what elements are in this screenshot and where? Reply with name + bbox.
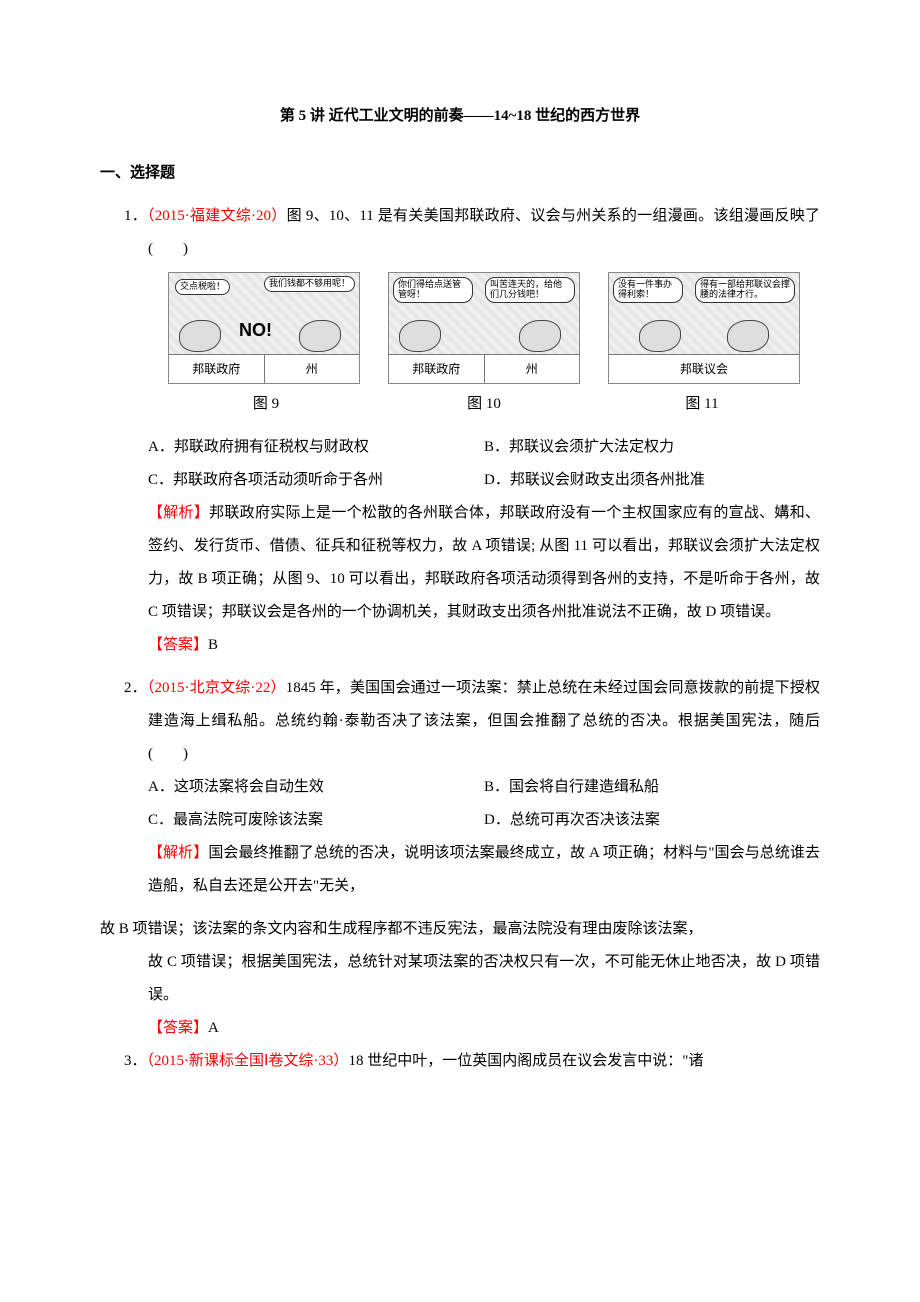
caption: 图 10 — [389, 388, 579, 421]
q3-number: 3． — [124, 1053, 147, 1069]
answer-label: 【答案】 — [148, 637, 208, 653]
question-1: 1．（2015·福建文综·20）图 9、10、11 是有关美国邦联政府、议会与州… — [100, 200, 820, 662]
bubble: 我们钱都不够用呢！ — [264, 276, 355, 292]
panel-label: 邦联政府 — [169, 355, 265, 383]
comic-row: 交点税啦！ 我们钱都不够用呢！ NO! 邦联政府 州 你们得给点送管管呀！ 叫苦… — [100, 272, 820, 384]
bubble: 没有一件事办得利索！ — [613, 277, 683, 303]
bubble: 得有一部给邦联议会撑腰的法律才行。 — [695, 277, 795, 303]
q2-explain-rest: 故 C 项错误；根据美国宪法，总统针对某项法案的否决权只有一次，不可能无休止地否… — [100, 946, 820, 1012]
caption-row: 图 9 图 10 图 11 — [100, 388, 820, 421]
q1-option-a: A．邦联政府拥有征税权与财政权 — [148, 431, 484, 464]
q1-option-d: D．邦联议会财政支出须各州批准 — [484, 464, 820, 497]
comic-panel-11: 没有一件事办得利索！ 得有一部给邦联议会撑腰的法律才行。 邦联议会 — [608, 272, 800, 384]
panel-label: 邦联政府 — [389, 355, 485, 383]
page-title: 第 5 讲 近代工业文明的前奏——14~18 世纪的西方世界 — [100, 100, 820, 133]
q2-explain1: 国会最终推翻了总统的否决，说明该项法案最终成立，故 A 项正确；材料与"国会与总… — [148, 845, 820, 894]
bubble: 你们得给点送管管呀！ — [393, 277, 473, 303]
explain-label: 【解析】 — [148, 505, 209, 521]
comic-panel-9: 交点税啦！ 我们钱都不够用呢！ NO! 邦联政府 州 — [168, 272, 360, 384]
q2-option-b: B．国会将自行建造缉私船 — [484, 771, 820, 804]
q2-option-c: C．最高法院可废除该法案 — [148, 804, 484, 837]
q3-source: （2015·新课标全国Ⅰ卷文综·33） — [147, 1053, 349, 1069]
bubble: 叫苦连天的，给他们几分钱吧！ — [485, 277, 575, 303]
section-header: 一、选择题 — [100, 157, 820, 190]
q1-option-c: C．邦联政府各项活动须听命于各州 — [148, 464, 484, 497]
q2-source: （2015·北京文综·22） — [147, 680, 286, 696]
q1-answer: B — [208, 637, 218, 653]
q2-explain-cont: 故 B 项错误；该法案的条文内容和生成程序都不违反宪法，最高法院没有理由废除该法… — [100, 913, 820, 946]
question-2: 2．（2015·北京文综·22）1845 年，美国国会通过一项法案：禁止总统在未… — [100, 672, 820, 903]
q1-source: （2015·福建文综·20） — [147, 208, 287, 224]
q1-number: 1． — [124, 208, 147, 224]
caption: 图 11 — [607, 388, 797, 421]
panel-label: 邦联议会 — [609, 355, 799, 383]
q1-explain: 邦联政府实际上是一个松散的各州联合体，邦联政府没有一个主权国家应有的宣战、媾和、… — [148, 505, 820, 620]
caption: 图 9 — [171, 388, 361, 421]
panel-label: 州 — [265, 355, 360, 383]
q2-answer: A — [208, 1020, 219, 1036]
q3-stem: 18 世纪中叶，一位英国内阁成员在议会发言中说："诸 — [348, 1053, 703, 1069]
explain-label: 【解析】 — [148, 845, 208, 861]
question-3: 3．（2015·新课标全国Ⅰ卷文综·33）18 世纪中叶，一位英国内阁成员在议会… — [100, 1045, 820, 1078]
answer-label: 【答案】 — [148, 1020, 208, 1036]
q2-explain2-line1: 故 B 项错误；该法案的条文内容和生成程序都不违反宪法，最高法院没有理由废除该法… — [100, 921, 703, 937]
q2-option-a: A．这项法案将会自动生效 — [148, 771, 484, 804]
bubble: 交点税啦！ — [175, 279, 230, 295]
comic-panel-10: 你们得给点送管管呀！ 叫苦连天的，给他们几分钱吧！ 邦联政府 州 — [388, 272, 580, 384]
q2-number: 2． — [124, 680, 147, 696]
panel-label: 州 — [485, 355, 580, 383]
no-text: NO! — [239, 311, 272, 351]
q2-option-d: D．总统可再次否决该法案 — [484, 804, 820, 837]
q1-option-b: B．邦联议会须扩大法定权力 — [484, 431, 820, 464]
